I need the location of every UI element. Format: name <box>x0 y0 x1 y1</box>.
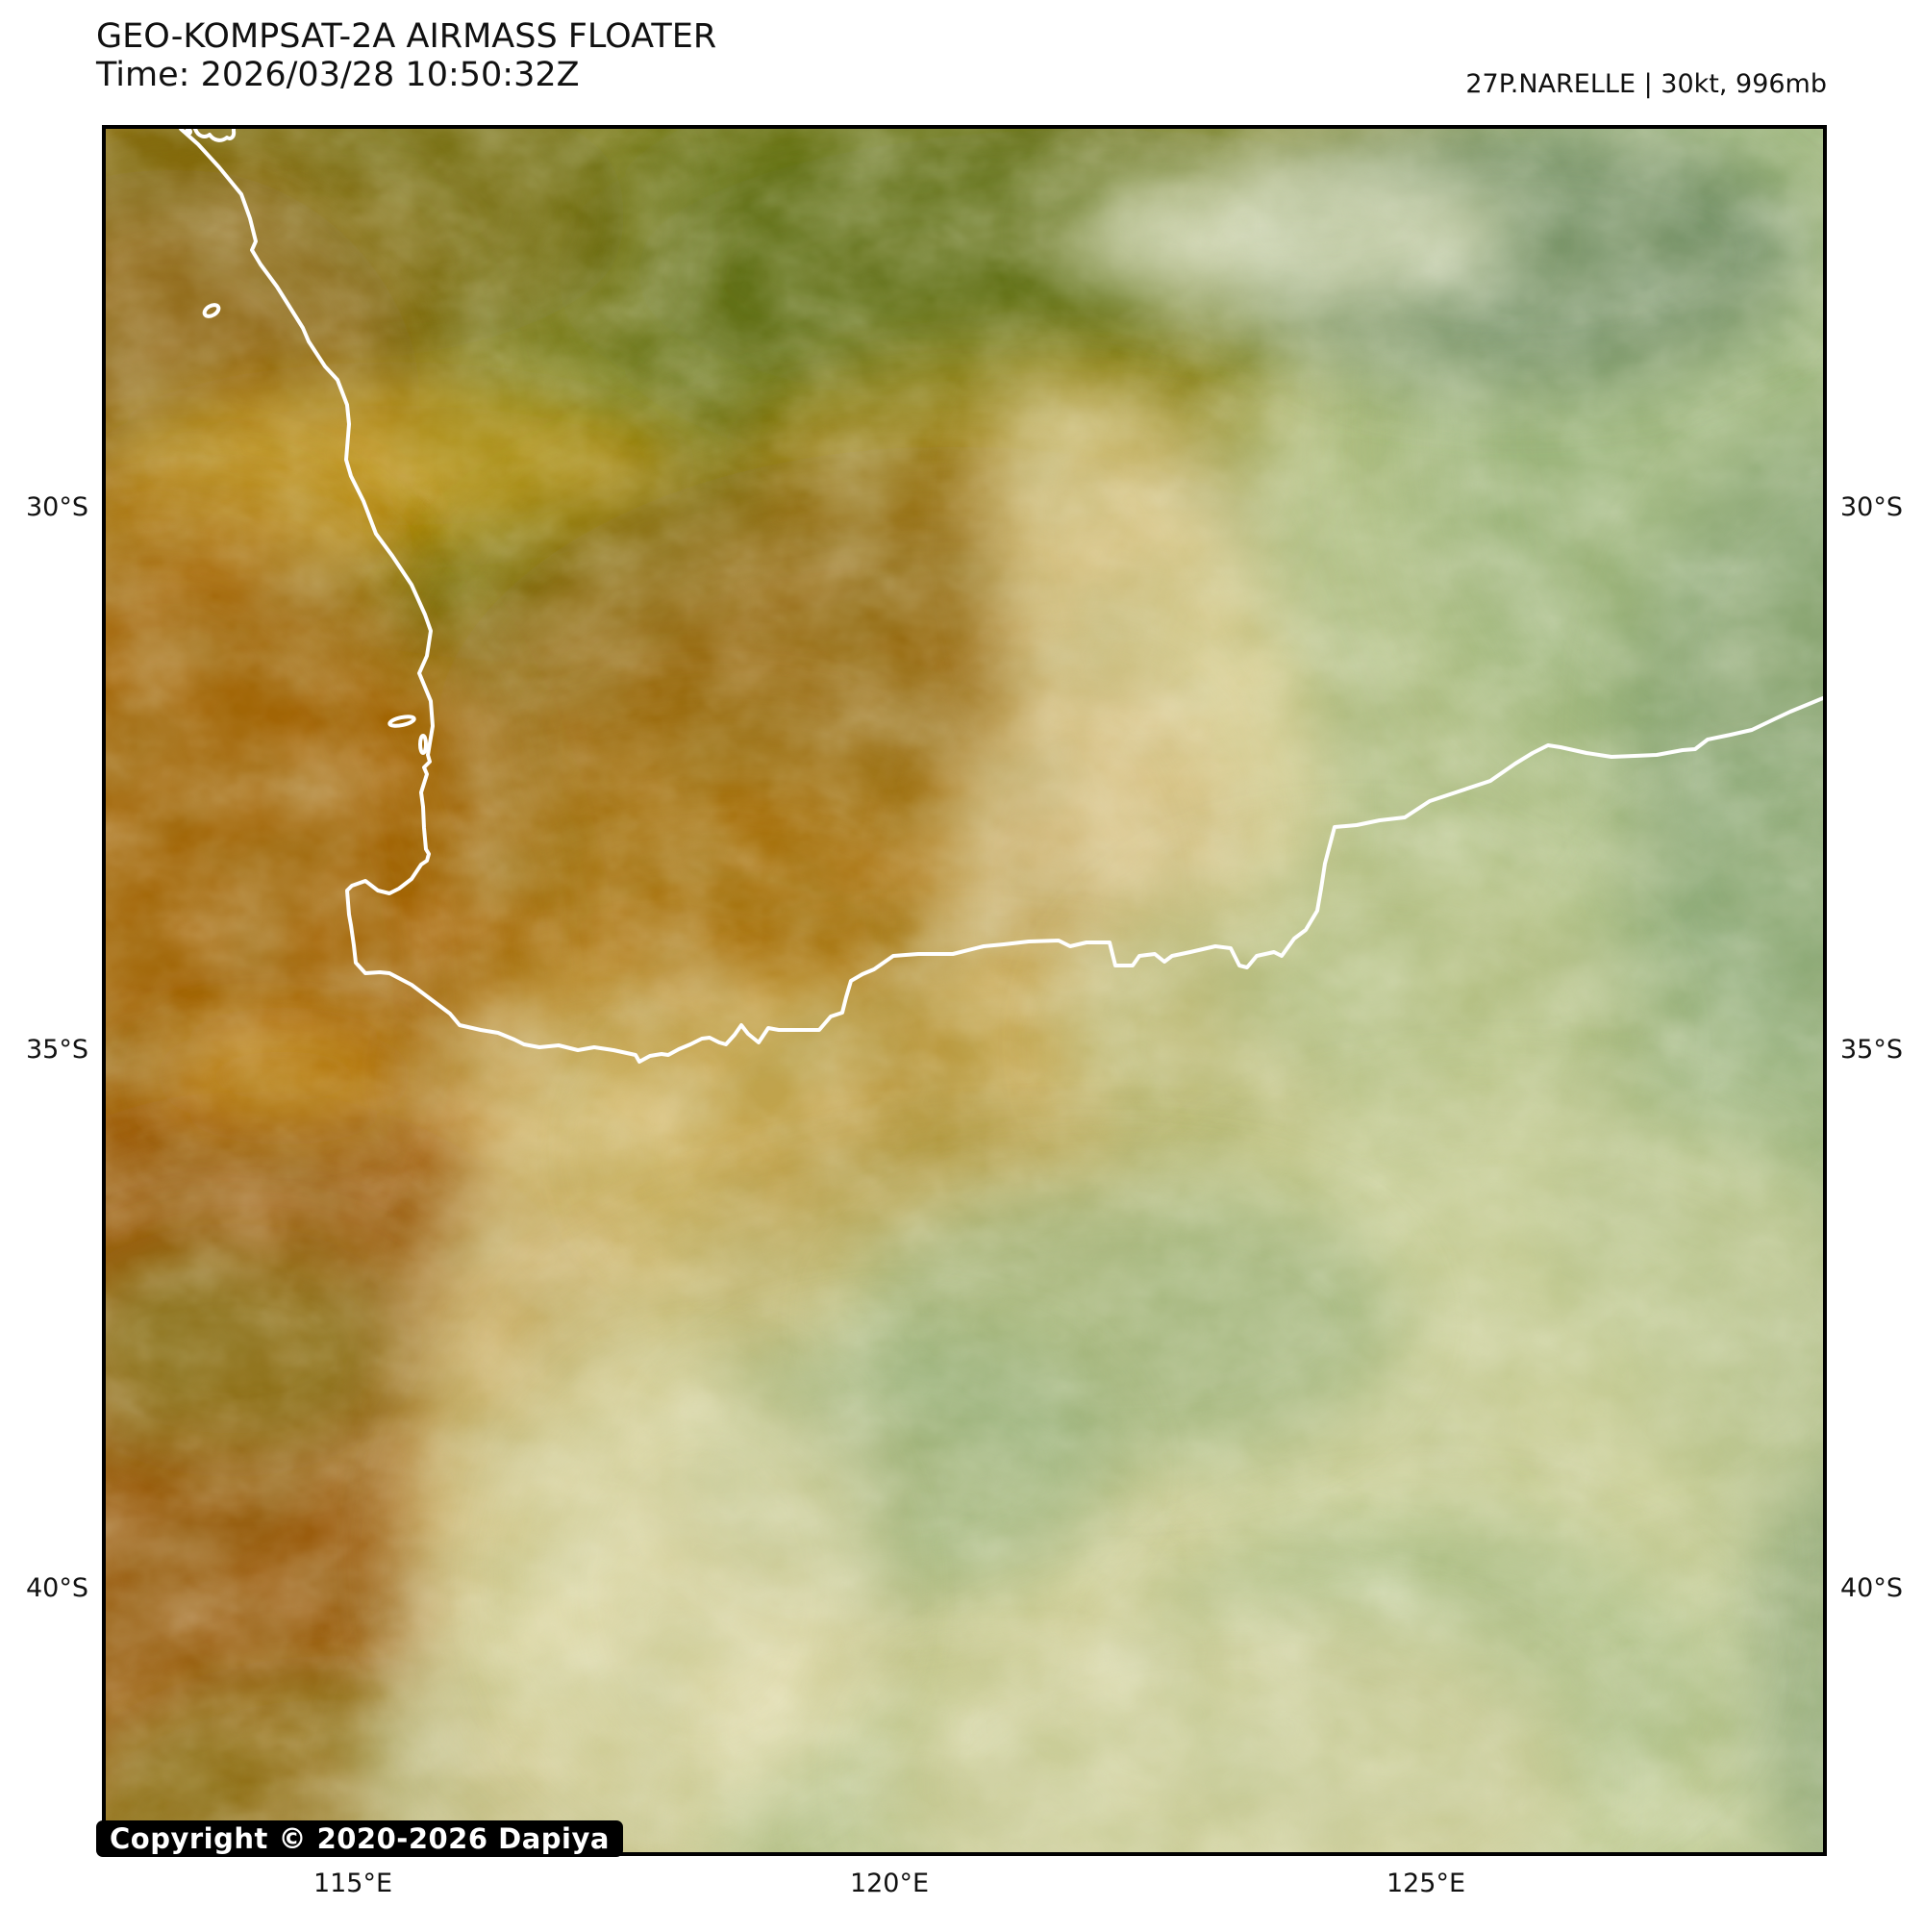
coastline-top-inlet <box>193 129 237 142</box>
islet-dot <box>185 129 192 136</box>
lon-label-115e: 115°E <box>312 1869 393 1898</box>
lat-label-right-30s: 30°S <box>1840 492 1903 522</box>
lat-label-left-40s: 40°S <box>26 1573 88 1603</box>
storm-info: 27P.NARELLE | 30kt, 996mb <box>1465 69 1827 99</box>
timestamp: Time: 2026/03/28 10:50:32Z <box>96 56 580 94</box>
copyright-badge: Copyright © 2020-2026 Dapiya <box>96 1820 623 1857</box>
lat-label-left-35s: 35°S <box>26 1035 88 1065</box>
small-island <box>202 303 221 318</box>
product-title: GEO-KOMPSAT-2A AIRMASS FLOATER <box>96 17 717 56</box>
lon-label-125e: 125°E <box>1386 1869 1466 1898</box>
satellite-map <box>102 125 1827 1856</box>
lon-label-120e: 120°E <box>849 1869 930 1898</box>
airmass-imagery <box>106 129 1823 1852</box>
garden-island <box>418 734 428 755</box>
dark-mottle-overlay <box>106 129 1823 1852</box>
rottnest-island <box>387 715 416 728</box>
coastline-path <box>179 129 1823 1064</box>
lat-label-left-30s: 30°S <box>26 492 88 522</box>
lat-label-right-40s: 40°S <box>1840 1573 1903 1603</box>
lat-label-right-35s: 35°S <box>1840 1035 1903 1065</box>
